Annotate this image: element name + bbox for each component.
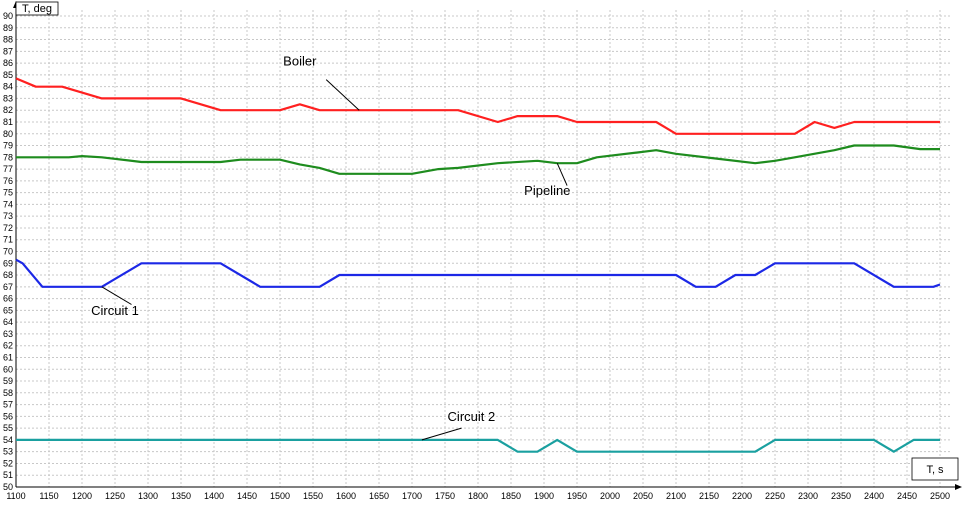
y-tick-label: 61 [3,352,13,362]
series-label-leader [421,427,462,441]
grid [15,10,952,488]
x-tick-label: 2300 [798,491,818,501]
y-tick-label: 82 [3,105,13,115]
series-label-pipeline: Pipeline [524,183,570,198]
y-tick-label: 64 [3,317,13,327]
y-tick-label: 52 [3,458,13,468]
series-label-circuit-1: Circuit 1 [91,303,139,318]
y-tick-label: 77 [3,164,13,174]
x-tick-label: 1550 [303,491,323,501]
series-label-boiler: Boiler [283,53,317,68]
y-tick-label: 83 [3,93,13,103]
y-tick-label: 72 [3,223,13,233]
y-tick-label: 90 [3,11,13,21]
y-tick-label: 60 [3,364,13,374]
y-tick-label: 56 [3,411,13,421]
x-tick-label: 2000 [600,491,620,501]
x-tick-label: 2250 [765,491,785,501]
y-tick-label: 79 [3,141,13,151]
y-tick-label: 63 [3,329,13,339]
x-tick-label: 2050 [633,491,653,501]
x-tick-label: 1100 [6,491,25,501]
x-tick-label: 1150 [39,491,58,501]
y-axis-title-box [15,1,59,16]
y-tick-label: 81 [3,117,13,127]
y-tick-label: 59 [3,376,13,386]
x-tick-label: 2400 [864,491,884,501]
y-tick-label: 68 [3,270,13,280]
x-tick-label: 1850 [501,491,521,501]
x-tick-label: 2150 [699,491,719,501]
series-label-circuit-2: Circuit 2 [448,409,496,424]
x-axis-title-box [911,457,959,481]
y-tick-label: 51 [3,470,13,480]
x-axis-title: T, s [926,464,944,476]
y-tick-label: 74 [3,199,13,209]
y-tick-label: 75 [3,188,13,198]
y-axis-title: T, deg [22,3,52,15]
y-tick-label: 86 [3,58,13,68]
x-tick-label: 2200 [732,491,752,501]
y-tick-label: 84 [3,82,13,92]
series-labels: Boiler Pipeline Circuit 1 Circuit 2 [91,53,570,441]
y-tick-label: 57 [3,400,13,410]
y-tick-label: 73 [3,211,13,221]
x-tick-label: 1200 [72,491,92,501]
y-tick-label: 89 [3,23,13,33]
series-line-pipeline [16,144,940,175]
x-tick-label: 1450 [237,491,257,501]
y-tick-label: 54 [3,435,13,445]
axis-titles: T, deg T, s [15,1,959,481]
x-tick-label: 1900 [534,491,554,501]
x-tick-label: 1650 [369,491,389,501]
x-tick-label: 2450 [897,491,917,501]
x-tick-label: 1300 [138,491,158,501]
y-tick-label: 65 [3,305,13,315]
y-tick-label: 70 [3,247,13,257]
x-tick-label: 1750 [435,491,455,501]
y-tick-label: 76 [3,176,13,186]
x-tick-label: 2100 [666,491,686,501]
y-tick-label: 58 [3,388,13,398]
x-tick-label: 1400 [204,491,224,501]
x-axis-arrow [955,484,962,490]
x-tick-label: 1250 [105,491,125,501]
y-tick-label: 88 [3,35,13,45]
series-label-leader [101,286,132,305]
x-tick-label: 1500 [270,491,290,501]
y-tick-label: 69 [3,258,13,268]
y-tick-label: 78 [3,152,13,162]
x-tick-label: 2500 [930,491,950,501]
y-tick-label: 55 [3,423,13,433]
y-tick-label: 62 [3,341,13,351]
y-tick-label: 71 [3,235,13,245]
y-tick-label: 80 [3,129,13,139]
y-tick-label: 85 [3,70,13,80]
y-tick-label: 53 [3,447,13,457]
y-tick-label: 87 [3,46,13,56]
x-tick-label: 1950 [567,491,587,501]
x-tick-label: 1600 [336,491,356,501]
series-line-boiler [15,77,940,135]
series-line-circuit-2 [16,438,940,453]
series-label-leader [325,79,360,111]
y-tick-label: 50 [3,482,13,492]
x-tick-label: 2350 [831,491,851,501]
x-tick-label: 1700 [402,491,422,501]
y-tick-labels: 5051525354555657585960616263646566676869… [3,11,13,492]
x-tick-labels: 1100 1150 1200 1250 1300 1350 1400 1450 1500 1550… [6,491,950,501]
x-tick-label: 1350 [171,491,191,501]
y-tick-label: 66 [3,294,13,304]
series-label-leader [556,162,568,186]
x-tick-label: 1800 [468,491,488,501]
y-tick-label: 67 [3,282,13,292]
axes [13,1,962,490]
